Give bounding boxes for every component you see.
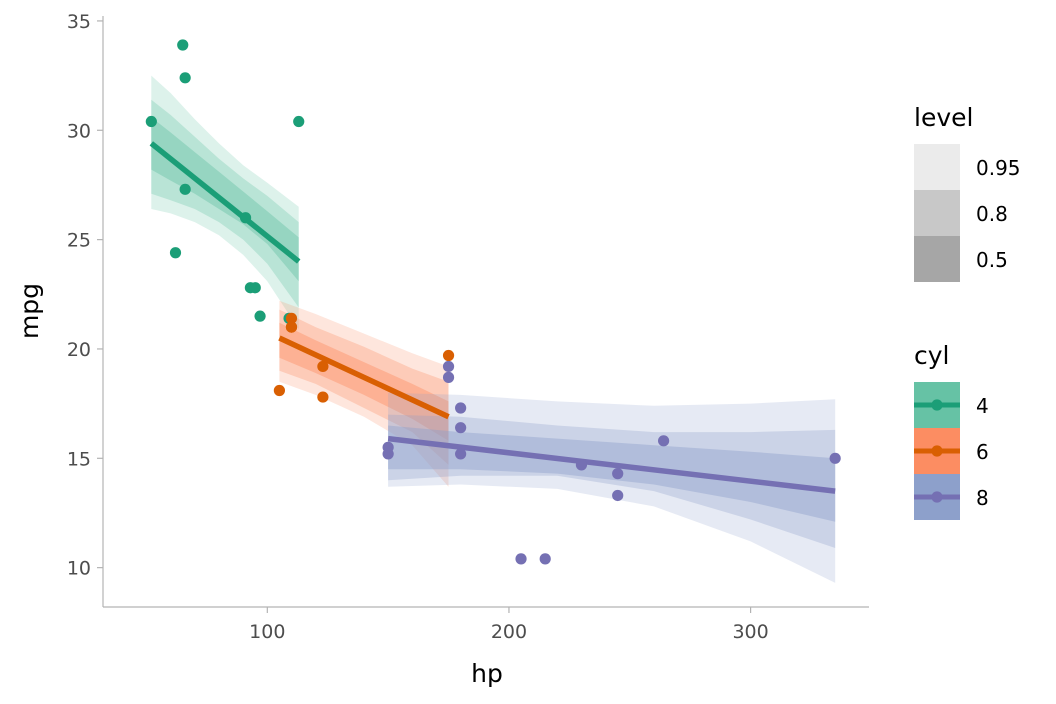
data-point-cyl8 (829, 452, 841, 464)
data-points (145, 39, 841, 565)
axes: 100 200 300 10 15 20 25 30 35 (67, 11, 869, 643)
y-axis-title: mpg (15, 283, 44, 339)
data-point-cyl6 (285, 312, 298, 324)
data-point-cyl4 (145, 115, 157, 128)
level-key-swatch (914, 236, 960, 282)
cyl-key-label: 4 (976, 394, 989, 418)
fit-line-cyl8 (387, 435, 836, 494)
data-point-cyl4 (239, 212, 252, 224)
x-tick-label: 200 (491, 621, 527, 643)
band-cyl8-level80 (388, 414, 836, 548)
data-point-cyl4 (254, 310, 266, 322)
level-legend-title: level (914, 103, 973, 132)
cyl-legend-title: cyl (914, 341, 950, 370)
data-point-cyl8 (539, 553, 551, 565)
data-point-cyl8 (455, 402, 467, 414)
data-point-cyl8 (612, 468, 624, 480)
y-tick-label: 10 (67, 558, 91, 580)
level-key-label: 0.95 (976, 156, 1021, 180)
data-point-cyl4 (169, 247, 182, 259)
cyl-key-point (931, 399, 943, 411)
y-tick-label: 25 (67, 230, 91, 252)
cyl-key-point (931, 491, 943, 503)
data-point-cyl4 (179, 183, 191, 195)
y-tick-label: 30 (67, 120, 91, 142)
data-point-cyl6 (273, 384, 285, 397)
y-tick-label: 15 (67, 448, 91, 470)
data-point-cyl8 (658, 435, 670, 447)
data-point-cyl8 (442, 371, 455, 383)
data-point-cyl8 (382, 448, 394, 460)
data-point-cyl6 (285, 321, 298, 333)
data-point-cyl6 (442, 349, 455, 362)
level-legend: level 0.95 0.8 0.5 (914, 103, 1021, 282)
fit-line-cyl6 (278, 335, 450, 420)
data-point-cyl4 (177, 39, 189, 51)
cyl-key-label: 8 (976, 486, 989, 510)
data-point-cyl8 (612, 489, 624, 502)
band-cyl8-level95 (388, 392, 836, 583)
fit-lines (149, 141, 836, 494)
x-tick-label: 300 (732, 621, 768, 643)
data-point-cyl4 (249, 282, 261, 294)
data-point-cyl8 (455, 422, 467, 434)
band-cyl6-level50 (279, 322, 449, 441)
y-tick-label: 35 (67, 11, 91, 33)
y-tick-label: 20 (67, 339, 91, 361)
cyl-legend: cyl 4 6 8 (914, 341, 989, 520)
data-point-cyl8 (455, 448, 467, 460)
data-point-cyl6 (317, 391, 329, 403)
level-key-swatch (914, 190, 960, 236)
data-point-cyl8 (515, 553, 527, 565)
interval-bands (151, 75, 836, 583)
data-point-cyl4 (293, 115, 305, 128)
data-point-cyl8 (442, 360, 455, 373)
x-axis-title: hp (471, 659, 503, 688)
data-point-cyl8 (575, 459, 588, 471)
data-point-cyl6 (317, 360, 329, 373)
level-key-label: 0.5 (976, 248, 1008, 272)
level-key-label: 0.8 (976, 202, 1008, 226)
cyl-key-label: 6 (976, 440, 989, 464)
data-point-cyl4 (179, 72, 191, 84)
x-tick-label: 100 (249, 621, 285, 643)
level-key-swatch (914, 144, 960, 190)
plot-panel (145, 39, 841, 583)
fit-line-cyl4 (149, 141, 301, 264)
cyl-key-point (931, 445, 943, 457)
band-cyl6-level80 (279, 309, 449, 465)
